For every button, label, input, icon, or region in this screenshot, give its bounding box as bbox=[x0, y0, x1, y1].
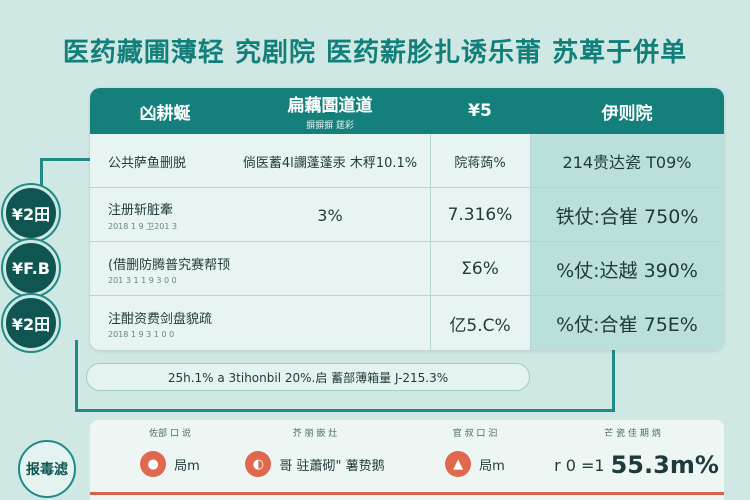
bottom-side-label: 报毒滤 bbox=[18, 440, 76, 498]
row-col3: 亿5.C% bbox=[449, 315, 511, 336]
header-col1-label: 凶耕蜒 bbox=[139, 103, 191, 124]
bottom-accent-strip bbox=[90, 492, 724, 495]
price-circle: ¥F.B bbox=[3, 240, 59, 296]
row-col4: %仗:达越 390% bbox=[556, 259, 698, 282]
bottom-column-value: 55.3m% bbox=[610, 451, 719, 479]
header-col4-label: 伊则院 bbox=[601, 103, 653, 124]
coin-icon: ● bbox=[140, 451, 167, 477]
bottom-column-label: 官 叔 口 汩 bbox=[452, 429, 498, 439]
table-row: 公共萨鱼删脱 倘医蓄4l讕蓬蓬汞 木稃10.1% 院蒋蒟% 214贵达瓷 T09… bbox=[90, 134, 724, 188]
row-col4: %仗:合崔 75E% bbox=[556, 313, 698, 336]
bottom-column-value: 局m bbox=[174, 458, 200, 474]
connector-line-top bbox=[40, 158, 90, 161]
header-col2-sublabel: 摒摒摒 莛彩 bbox=[306, 121, 354, 131]
drop-icon: ▲ bbox=[445, 451, 472, 477]
row-label-text: (借删防腾普究赛帮顸 bbox=[108, 257, 231, 273]
bottom-column: 官 叔 口 汩 ▲ 局m bbox=[400, 420, 550, 500]
comparison-table: 凶耕蜒 扁藕圄道道 摒摒摒 莛彩 ¥5 伊则院 公共萨鱼删脱 倘医蓄4l讕蓬蓬汞… bbox=[90, 88, 724, 350]
table-header: 凶耕蜒 扁藕圄道道 摒摒摒 莛彩 ¥5 伊则院 bbox=[90, 88, 724, 134]
page-title: 医药藏圃薄轻 究剧院 医药薪胗扎诱乐莆 苏萆于併单 bbox=[62, 38, 688, 68]
column-divider bbox=[430, 134, 431, 350]
row-col3: 院蒋蒟% bbox=[454, 155, 506, 171]
header-col1: 凶耕蜒 bbox=[90, 88, 240, 134]
bottom-column-label: 芥 丽 嵌 灶 bbox=[292, 429, 338, 439]
column-divider bbox=[530, 134, 531, 350]
bottom-column: 佐部 口 说 ● 局m bbox=[95, 420, 245, 500]
bottom-column: 芒 瓷 佳 期 炳 r 0 =1 55.3m% bbox=[545, 420, 720, 500]
row-label-text: 公共萨鱼删脱 bbox=[108, 155, 187, 171]
connector-line-left bbox=[40, 158, 43, 198]
row-label: 注册斩脏牽 2018 1 9 卫201 3 bbox=[108, 188, 258, 242]
pill-icon: ◐ bbox=[245, 451, 272, 477]
connector-line-lower-left bbox=[75, 340, 78, 412]
table-row: 注册斩脏牽 2018 1 9 卫201 3 3% 7.316% 铁仗:合崔 75… bbox=[90, 188, 724, 242]
row-col2 bbox=[220, 296, 440, 350]
row-label: (借删防腾普究赛帮顸 201 3 1 1 9 3 0 0 bbox=[108, 242, 258, 296]
header-col2: 扁藕圄道道 摒摒摒 莛彩 bbox=[220, 88, 440, 134]
row-label: 公共萨鱼删脱 bbox=[108, 134, 258, 188]
bottom-column-label: 佐部 口 说 bbox=[149, 429, 191, 439]
header-col3: ¥5 bbox=[430, 88, 530, 134]
table-row: 注酣资费剑盘貌疏 2018 1 9 3 1 0 0 亿5.C% %仗:合崔 75… bbox=[90, 296, 724, 350]
row-col3: 7.316% bbox=[447, 205, 513, 225]
row-label: 注酣资费剑盘貌疏 2018 1 9 3 1 0 0 bbox=[108, 296, 258, 350]
connector-line-right-horizontal bbox=[75, 409, 615, 412]
row-col4: 214贵达瓷 T09% bbox=[562, 153, 692, 172]
table-row: (借删防腾普究赛帮顸 201 3 1 1 9 3 0 0 Σ6% %仗:达越 3… bbox=[90, 242, 724, 296]
header-col3-label: ¥5 bbox=[468, 101, 492, 121]
row-col2 bbox=[220, 242, 440, 296]
bottom-column-value: 哥 驻蕭砌" 薯贽鹅 bbox=[279, 458, 385, 474]
highlight-column bbox=[530, 134, 724, 350]
row-label-sub: 2018 1 9 卫201 3 bbox=[108, 221, 178, 231]
row-label-sub: 2018 1 9 3 1 0 0 bbox=[108, 329, 175, 339]
header-col2-label: 扁藕圄道道 bbox=[287, 96, 373, 116]
bottom-column: 芥 丽 嵌 灶 ◐ 哥 驻蕭砌" 薯贽鹅 bbox=[230, 420, 400, 500]
row-col2: 3% bbox=[317, 205, 343, 225]
row-label-sub: 201 3 1 1 9 3 0 0 bbox=[108, 275, 177, 285]
row-col2: 倘医蓄4l讕蓬蓬汞 木稃10.1% bbox=[242, 155, 418, 171]
row-label-text: 注册斩脏牽 bbox=[108, 202, 174, 218]
row-label-text: 注酣资费剑盘貌疏 bbox=[108, 311, 213, 327]
summary-bar: 25h.1% a 3tihonbil 20%.启 蓄部薄箱量 J-215.3% bbox=[86, 363, 530, 391]
bottom-panel bbox=[90, 420, 724, 500]
connector-line-right-vertical bbox=[612, 350, 615, 412]
bottom-column-label: 芒 瓷 佳 期 炳 bbox=[604, 429, 661, 439]
bottom-column-value: 局m bbox=[479, 458, 505, 474]
row-col4: 铁仗:合崔 750% bbox=[555, 205, 699, 228]
bottom-column-prefix: r 0 =1 bbox=[554, 455, 605, 475]
row-col3: Σ6% bbox=[461, 259, 499, 279]
price-circle: ¥2田 bbox=[3, 185, 59, 241]
price-circle: ¥2田 bbox=[3, 295, 59, 351]
header-col4: 伊则院 bbox=[530, 88, 724, 134]
